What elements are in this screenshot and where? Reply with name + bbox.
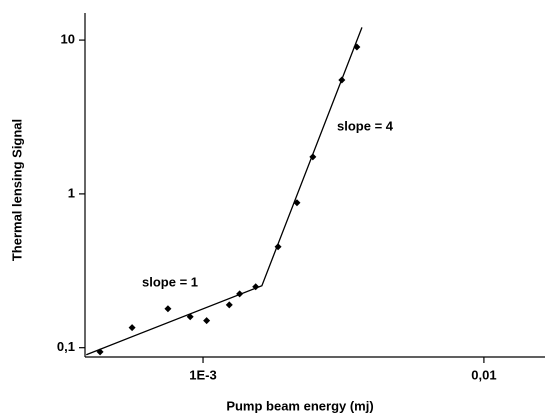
y-tick-label: 10: [61, 32, 75, 47]
data-point: [96, 348, 104, 356]
data-point: [353, 43, 361, 51]
x-tick-label: 1E-3: [189, 367, 216, 382]
data-point: [274, 243, 282, 251]
data-point: [236, 290, 244, 298]
annotation: slope = 1: [142, 274, 198, 289]
data-point: [309, 153, 317, 161]
data-point: [293, 199, 301, 207]
data-point: [338, 76, 346, 84]
data-point: [186, 313, 194, 321]
y-tick-label: 0,1: [57, 339, 75, 354]
data-point: [164, 305, 172, 313]
y-axis-title: Thermal lensing Signal: [9, 119, 24, 261]
data-point: [128, 324, 136, 332]
data-point: [203, 317, 211, 325]
fit-line: [86, 27, 363, 356]
y-tick-label: 1: [68, 185, 75, 200]
data-point: [225, 301, 233, 309]
data-point: [252, 283, 260, 291]
annotation: slope = 4: [337, 118, 394, 133]
x-tick-label: 0,01: [471, 367, 496, 382]
x-axis-title: Pump beam energy (mj): [226, 398, 373, 413]
